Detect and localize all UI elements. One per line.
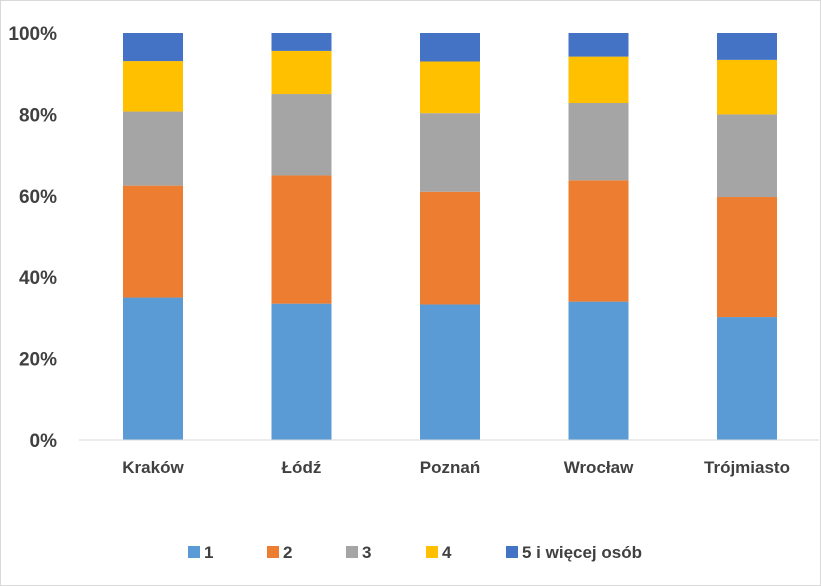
- legend-label: 5 i więcej osób: [522, 543, 642, 562]
- x-axis-labels: Kraków Łódź Poznań Wrocław Trójmiasto: [122, 458, 790, 477]
- bar-segment-3: [123, 111, 183, 186]
- bar-segment-1: [568, 301, 629, 440]
- bar-segment-5: [123, 33, 183, 62]
- bar-segment-4: [420, 61, 480, 114]
- legend-label: 3: [362, 543, 371, 562]
- x-tick-label: Poznań: [420, 458, 480, 477]
- legend-label: 1: [204, 543, 213, 562]
- bar-segment-4: [271, 50, 332, 95]
- bar-segment-1: [271, 303, 332, 440]
- bar-segment-5: [717, 33, 777, 60]
- x-tick-label: Wrocław: [564, 458, 634, 477]
- bar-segment-2: [420, 191, 480, 305]
- bar-segment-3: [717, 114, 777, 198]
- bar-segment-3: [420, 113, 480, 192]
- x-tick-label: Trójmiasto: [704, 458, 790, 477]
- y-tick-label: 100%: [8, 24, 57, 45]
- legend-swatch: [426, 546, 438, 558]
- bar-segment-1: [123, 297, 183, 440]
- y-tick-label: 40%: [19, 268, 57, 289]
- bar-segment-5: [420, 33, 480, 62]
- bar-segment-5: [271, 33, 332, 51]
- bar-segment-3: [271, 94, 332, 176]
- bar-segment-2: [568, 180, 629, 302]
- bar-segment-3: [568, 103, 629, 181]
- legend-swatch: [267, 546, 279, 558]
- bar-segment-4: [568, 56, 629, 104]
- bar-segment-4: [123, 61, 183, 112]
- bar-segment-4: [717, 59, 777, 115]
- y-tick-label: 80%: [19, 105, 57, 126]
- bar-segment-5: [568, 33, 629, 57]
- y-axis-labels: 0% 20% 40% 60% 80% 100%: [8, 24, 57, 452]
- x-tick-label: Kraków: [122, 458, 184, 477]
- y-tick-label: 60%: [19, 187, 57, 208]
- y-tick-label: 20%: [19, 350, 57, 371]
- x-tick-label: Łódź: [282, 458, 322, 477]
- bar-segment-2: [717, 197, 777, 318]
- bar-segment-2: [271, 175, 332, 304]
- legend-label: 2: [283, 543, 292, 562]
- bar-segment-2: [123, 185, 183, 298]
- bars: [123, 33, 777, 440]
- legend-label: 4: [442, 543, 452, 562]
- legend-swatch: [188, 546, 200, 558]
- bar-segment-1: [420, 304, 480, 440]
- legend-swatch: [346, 546, 358, 558]
- legend: 1 2 3 4 5 i więcej osób: [188, 543, 642, 562]
- legend-swatch: [506, 546, 518, 558]
- bar-segment-1: [717, 317, 777, 440]
- y-tick-label: 0%: [30, 431, 58, 452]
